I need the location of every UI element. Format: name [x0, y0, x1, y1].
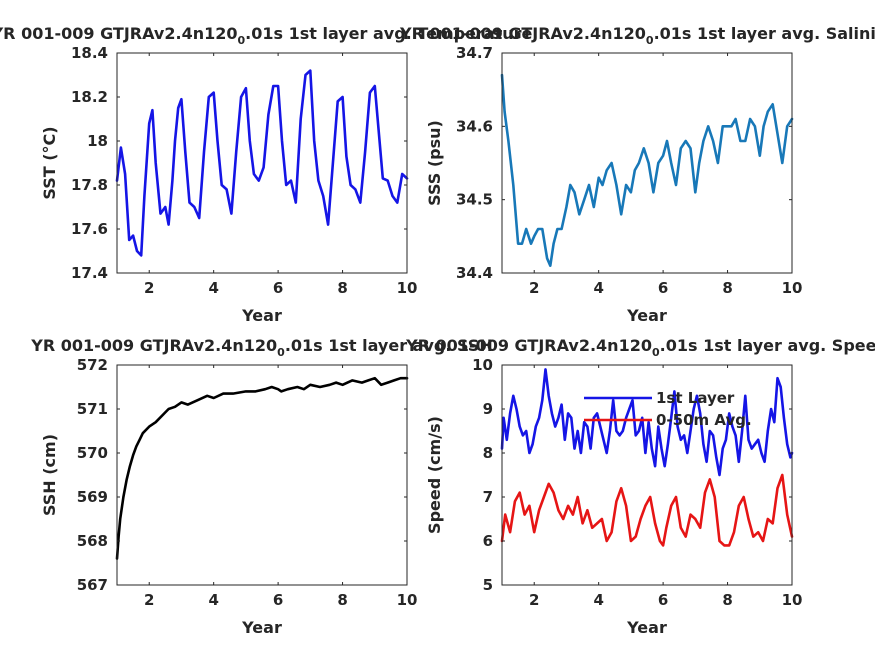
series-line-0-50m-avg — [500, 473, 794, 547]
y-tick-label: 8 — [483, 444, 493, 462]
axes-box — [116, 52, 408, 274]
y-axis-label: SST (°C) — [40, 126, 59, 199]
y-tick-label: 34.6 — [456, 117, 493, 135]
y-tick-label: 7 — [483, 488, 493, 506]
x-tick-label: 2 — [529, 591, 539, 609]
x-tick-label: 4 — [593, 591, 603, 609]
y-tick-label: 10 — [472, 356, 493, 374]
x-axis-label: Year — [241, 306, 282, 325]
chart-title: YR 001-009 GTJRAv2.4n1200.01s 1st layer … — [30, 336, 492, 359]
y-tick-label: 34.4 — [456, 264, 493, 282]
series-line-ssh-0 — [115, 376, 409, 560]
y-tick-label: 18.4 — [71, 44, 108, 62]
y-tick-label: 17.6 — [71, 220, 108, 238]
plot-area — [502, 53, 792, 273]
y-tick-label: 567 — [77, 576, 108, 594]
x-tick-label: 8 — [722, 279, 732, 297]
y-tick-label: 571 — [77, 400, 108, 418]
y-tick-label: 569 — [77, 488, 108, 506]
x-tick-label: 4 — [208, 591, 218, 609]
x-tick-label: 8 — [337, 591, 347, 609]
chart-title: YR 001-009 GTJRAv2.4n1200.01s 1st layer … — [399, 24, 875, 47]
x-tick-label: 8 — [722, 591, 732, 609]
y-tick-label: 572 — [77, 356, 108, 374]
x-tick-label: 10 — [397, 279, 418, 297]
x-tick-label: 6 — [273, 591, 283, 609]
y-tick-label: 34.5 — [456, 191, 493, 209]
panel-sst: 2 4 6 8 10 17.4 17.6 17.8 18 18.2 18.4 Year SST (°C)… — [0, 24, 533, 325]
y-tick-label: 17.8 — [71, 176, 108, 194]
x-tick-label: 2 — [144, 279, 154, 297]
chart-title: YR 001-009 GTJRAv2.4n1200.01s 1st layer … — [405, 336, 875, 359]
y-tick-label: 34.7 — [456, 44, 493, 62]
plot-area — [117, 365, 407, 585]
y-tick-label: 6 — [483, 532, 493, 550]
y-tick-label: 18 — [87, 132, 108, 150]
y-axis-label: SSS (psu) — [425, 120, 444, 206]
x-axis-label: Year — [626, 306, 667, 325]
y-axis-label: SSH (cm) — [40, 434, 59, 516]
y-tick-label: 18.2 — [71, 88, 108, 106]
y-tick-label: 5 — [483, 576, 493, 594]
axes-box — [501, 364, 793, 586]
x-axis-label: Year — [626, 618, 667, 637]
x-tick-label: 10 — [782, 279, 803, 297]
x-tick-label: 6 — [658, 591, 668, 609]
y-tick-label: 568 — [77, 532, 108, 550]
panel-speed: 2 4 6 8 10 5 6 7 8 9 10 Year Speed (cm/s) YR 001-009 … — [405, 336, 875, 637]
series-line-1st-layer — [500, 368, 794, 477]
panel-sss: 2 4 6 8 10 34.4 34.5 34.6 34.7 Year SSS (psu) YR 00… — [399, 24, 875, 325]
chart-title: YR 001-009 GTJRAv2.4n1200.01s 1st layer … — [0, 24, 533, 47]
series-line-sst-0 — [115, 69, 409, 257]
axes-box — [116, 364, 408, 586]
series-line-sss-0 — [500, 73, 794, 268]
y-axis-label: Speed (cm/s) — [425, 416, 444, 534]
y-tick-label: 17.4 — [71, 264, 108, 282]
x-tick-label: 2 — [144, 591, 154, 609]
x-axis-label: Year — [241, 618, 282, 637]
legend-label: 1st Layer — [656, 389, 735, 407]
x-tick-label: 6 — [273, 279, 283, 297]
x-tick-label: 10 — [782, 591, 803, 609]
plot-area — [117, 53, 407, 273]
legend-label: 0-50m Avg. — [656, 411, 752, 429]
x-tick-label: 8 — [337, 279, 347, 297]
x-tick-label: 10 — [397, 591, 418, 609]
x-tick-label: 4 — [208, 279, 218, 297]
y-tick-label: 9 — [483, 400, 493, 418]
x-tick-label: 2 — [529, 279, 539, 297]
axes-box — [501, 52, 793, 274]
x-tick-label: 4 — [593, 279, 603, 297]
x-tick-label: 6 — [658, 279, 668, 297]
y-tick-label: 570 — [77, 444, 108, 462]
